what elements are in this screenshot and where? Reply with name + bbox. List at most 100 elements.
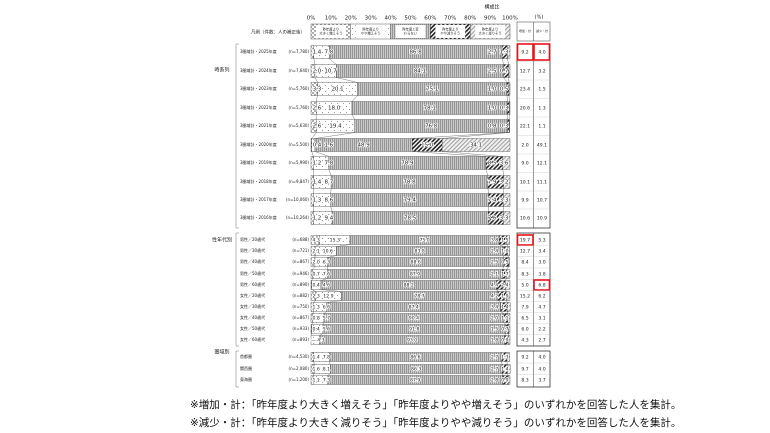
bar-value-label: 15.3	[330, 238, 340, 244]
bar-value-label: 1.3	[500, 50, 509, 56]
bar-value-label: 1.4	[501, 367, 508, 373]
increase-total: 12.7	[520, 249, 530, 255]
decrease-total: 6.2	[538, 294, 545, 300]
connector-line	[327, 373, 331, 376]
bar-value-label: 18.0	[328, 106, 341, 112]
connector-line	[504, 333, 506, 336]
row-n: (n=721)	[292, 248, 309, 253]
bar-value-label: 1.7	[501, 272, 508, 278]
connector-line	[506, 266, 509, 270]
bar-value-label: 76.8	[425, 124, 438, 130]
x-tick-label: 50%	[404, 16, 416, 22]
connector-line	[496, 278, 503, 281]
increase-total: 20.6	[520, 106, 530, 112]
connector-line	[330, 206, 333, 212]
bar-value-label: 3.3	[500, 216, 509, 222]
bar-value-label: 86.8	[410, 50, 423, 56]
increase-total: 10.1	[520, 180, 530, 186]
decrease-total: 3.7	[538, 378, 545, 384]
increase-total: 9.2	[521, 50, 528, 56]
bar-value-label: 0.9	[501, 378, 508, 384]
increase-total: 10.6	[520, 216, 530, 222]
x-tick-label: 80%	[464, 16, 476, 22]
connector-line	[412, 151, 486, 157]
bar-value-label: 1.0	[488, 106, 497, 112]
row-label: 東海圏	[240, 376, 252, 382]
bar-value-label: 2.4	[501, 283, 508, 289]
row-n: (n=867)	[292, 259, 309, 264]
legend-label-bg	[395, 25, 426, 38]
bar-value-label: 78.1	[424, 106, 436, 112]
decrease-total: 1.5	[538, 87, 545, 93]
bar-value-label: 34.1	[470, 143, 482, 149]
row-n: (n=5,760)	[289, 86, 310, 91]
highlight-increase	[516, 234, 534, 246]
connector-line	[314, 151, 329, 157]
increase-total: 22.1	[520, 124, 530, 130]
connector-line	[507, 373, 509, 376]
group-label: 圏域別	[214, 349, 229, 356]
increase-total: 9.7	[521, 367, 528, 373]
bar-value-label: 9.4	[324, 216, 333, 222]
bar-value-label: 1.0	[501, 249, 508, 255]
bar-value-label: 0.8	[312, 316, 319, 322]
connector-line	[319, 333, 324, 336]
connector-line	[326, 300, 342, 303]
group-label: 時系列	[214, 67, 229, 74]
row-n: (n=5,760)	[289, 105, 310, 110]
bar-value-label: 19.4	[329, 124, 342, 130]
row-n: (n=890)	[292, 282, 309, 287]
connector-line	[351, 114, 355, 120]
decrease-total: 5.3	[538, 238, 545, 244]
row-label: 男性／20歳代	[240, 236, 265, 242]
x-tick-label: 90%	[484, 16, 496, 22]
bar-segment	[503, 211, 511, 225]
connector-line	[485, 169, 489, 176]
connector-line	[310, 333, 312, 336]
bar-value-label: 1.3	[313, 198, 322, 204]
bar-value-label: 0.3	[500, 124, 509, 130]
increase-total: 23.4	[520, 87, 530, 93]
bar-value-label: 7.9	[488, 180, 497, 186]
legend-label: 昨年度と変わらない	[402, 26, 419, 35]
row-n: (n=946)	[292, 271, 309, 276]
bar-value-label: 1.3	[312, 305, 319, 311]
bar-segment	[508, 335, 511, 345]
legend-label-line: やや減りそう	[440, 31, 460, 36]
bar-value-label: 3.4	[491, 305, 498, 311]
bar-value-label: 79.4	[404, 198, 417, 204]
legend-label-bg	[435, 25, 466, 38]
connector-line	[320, 278, 328, 281]
bar-value-label: 6.3	[323, 260, 330, 266]
connector-line	[314, 77, 318, 83]
x-axis: 構成比 (%) 0% 10% 20% 30% 40% 50% 60% 70% 80% 90% 100%	[307, 4, 544, 22]
bar-segment	[508, 64, 511, 78]
legend-label-line: わらない	[404, 31, 418, 36]
bar-value-label: 7.6	[488, 216, 497, 222]
decrease-total: 10.7	[537, 198, 547, 204]
x-tick-label: 60%	[424, 16, 436, 22]
row-label: 女性／50歳代	[240, 325, 265, 331]
bar-value-label: 5.6	[323, 327, 330, 333]
decrease-total: 10.9	[537, 216, 547, 222]
group-bracket	[235, 232, 239, 347]
bar-value-label: —	[311, 339, 316, 344]
bar-value-label: 3.3	[500, 198, 509, 204]
row-label: 女性／40歳代	[240, 314, 265, 320]
bar-value-label: 0.4	[313, 143, 322, 149]
connector-line	[311, 289, 316, 292]
connector-line	[351, 95, 358, 102]
bar-value-label: 93.0	[407, 338, 417, 344]
connector-line	[327, 255, 337, 258]
legend-label-line: 昨年度より	[362, 26, 378, 31]
row-label: 3圏域計・2021年度	[240, 122, 277, 128]
decrease-total: 6.8	[538, 283, 545, 289]
bar-segment	[507, 45, 511, 59]
bar-value-label: 0.5	[500, 87, 509, 93]
connector-line	[311, 132, 317, 139]
bar-value-label: 2.0	[313, 69, 322, 75]
bar-value-label: 1.4	[313, 50, 322, 56]
bar-segment	[506, 235, 510, 245]
legend: 凡例（件数：人の補正後）昨年度より大きく増えそう昨年度よりやや増えそう昨年度と変…	[251, 23, 511, 40]
